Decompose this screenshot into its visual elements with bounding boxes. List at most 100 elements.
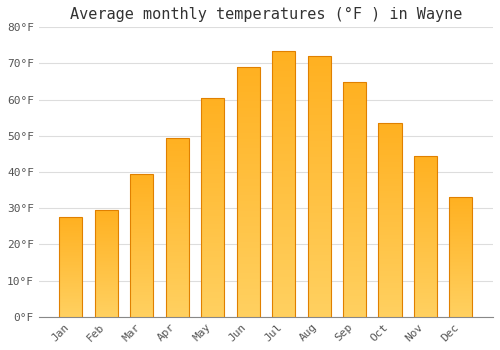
Bar <box>272 121 295 124</box>
Bar <box>343 184 366 188</box>
Bar <box>272 170 295 174</box>
Bar <box>130 268 154 270</box>
Bar <box>130 202 154 204</box>
Bar <box>201 213 224 216</box>
Bar <box>95 287 118 289</box>
Bar <box>130 265 154 267</box>
Bar <box>450 235 472 236</box>
Bar <box>414 212 437 214</box>
Bar <box>414 216 437 218</box>
Bar <box>272 94 295 97</box>
Bar <box>272 51 295 317</box>
Bar <box>450 232 472 233</box>
Bar <box>130 297 154 299</box>
Bar <box>166 196 189 198</box>
Bar <box>201 254 224 257</box>
Bar <box>130 194 154 195</box>
Bar <box>343 299 366 302</box>
Bar <box>95 286 118 287</box>
Bar <box>236 154 260 158</box>
Bar <box>60 220 82 221</box>
Bar <box>272 294 295 297</box>
Bar <box>130 251 154 252</box>
Bar <box>308 118 330 121</box>
Bar <box>343 176 366 178</box>
Bar <box>308 229 330 232</box>
Bar <box>343 226 366 229</box>
Bar <box>272 150 295 154</box>
Bar <box>130 263 154 265</box>
Bar <box>166 203 189 205</box>
Bar <box>343 273 366 276</box>
Bar <box>95 245 118 246</box>
Bar <box>414 311 437 313</box>
Bar <box>378 256 402 259</box>
Bar <box>414 273 437 274</box>
Bar <box>236 76 260 79</box>
Bar <box>166 178 189 180</box>
Bar <box>272 250 295 254</box>
Bar <box>95 289 118 290</box>
Bar <box>343 178 366 182</box>
Bar <box>201 145 224 147</box>
Bar <box>414 281 437 282</box>
Bar <box>308 72 330 76</box>
Bar <box>308 89 330 92</box>
Bar <box>414 236 437 238</box>
Bar <box>272 297 295 300</box>
Bar <box>308 297 330 301</box>
Bar <box>130 258 154 260</box>
Bar <box>95 310 118 312</box>
Bar <box>130 211 154 213</box>
Bar <box>414 271 437 273</box>
Bar <box>343 88 366 90</box>
Bar <box>343 105 366 108</box>
Bar <box>130 304 154 306</box>
Bar <box>272 190 295 194</box>
Bar <box>236 105 260 108</box>
Bar <box>201 243 224 246</box>
Bar <box>272 117 295 121</box>
Bar <box>378 239 402 242</box>
Bar <box>272 157 295 161</box>
Bar <box>130 234 154 236</box>
Bar <box>450 272 472 273</box>
Bar <box>343 281 366 285</box>
Bar <box>236 167 260 170</box>
Bar <box>236 142 260 145</box>
Bar <box>95 293 118 294</box>
Bar <box>272 91 295 94</box>
Bar <box>378 218 402 220</box>
Bar <box>414 242 437 244</box>
Bar <box>308 99 330 102</box>
Bar <box>272 224 295 227</box>
Bar <box>450 211 472 212</box>
Bar <box>272 164 295 167</box>
Bar <box>201 210 224 213</box>
Bar <box>60 287 82 288</box>
Bar <box>95 294 118 295</box>
Bar <box>201 147 224 150</box>
Bar <box>95 300 118 301</box>
Bar <box>166 156 189 158</box>
Bar <box>308 154 330 157</box>
Bar <box>343 102 366 105</box>
Bar <box>95 230 118 231</box>
Bar <box>414 160 437 162</box>
Bar <box>95 314 118 315</box>
Bar <box>166 241 189 243</box>
Bar <box>130 283 154 285</box>
Bar <box>414 293 437 295</box>
Bar <box>450 293 472 294</box>
Bar <box>130 186 154 188</box>
Bar <box>450 260 472 261</box>
Bar <box>130 210 154 211</box>
Bar <box>450 271 472 272</box>
Bar <box>166 306 189 308</box>
Bar <box>343 287 366 290</box>
Bar <box>308 301 330 304</box>
Bar <box>95 292 118 293</box>
Bar <box>166 174 189 176</box>
Bar <box>95 267 118 269</box>
Bar <box>272 114 295 117</box>
